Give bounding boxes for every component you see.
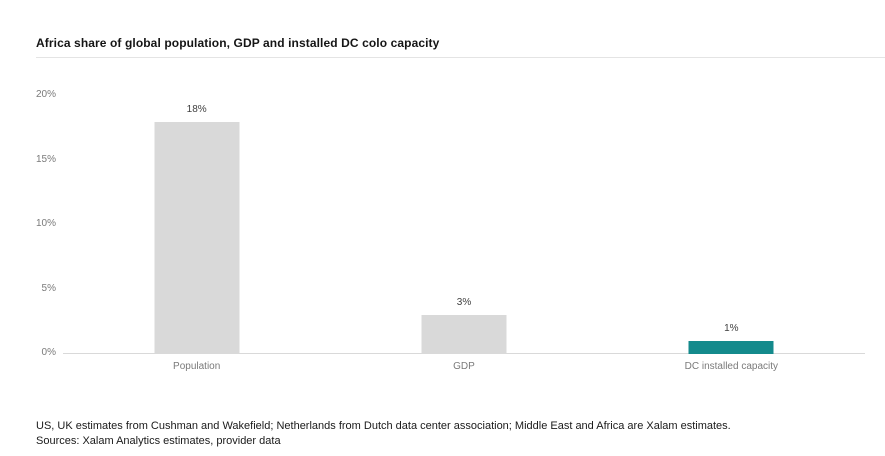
bar-gdp [421, 315, 507, 354]
source-note: US, UK estimates from Cushman and Wakefi… [36, 419, 731, 448]
source-note-line-2: Sources: Xalam Analytics estimates, prov… [36, 434, 281, 447]
bar-dc-installed-capacity [688, 341, 774, 354]
y-tick-label: 10% [35, 218, 56, 229]
bar-value-label: 1% [724, 323, 739, 335]
bar-value-label: 3% [456, 297, 472, 309]
x-category-label: GDP [453, 361, 475, 372]
bar-value-label: 18% [186, 103, 207, 115]
y-tick-label: 20% [35, 89, 56, 100]
x-category-label: DC installed capacity [684, 361, 778, 372]
y-tick-label: 0% [41, 347, 56, 358]
bar-population [154, 121, 240, 354]
title-divider [36, 57, 885, 58]
y-tick-label: 5% [41, 282, 56, 294]
x-category-label: Population [173, 361, 221, 372]
chart-title: Africa share of global population, GDP a… [36, 36, 440, 50]
source-note-line-1: US, UK estimates from Cushman and Wakefi… [36, 420, 731, 432]
bar-slot: 18% [63, 95, 330, 354]
bar-slot: 3% [330, 95, 597, 354]
y-tick-label: 15% [35, 153, 56, 165]
bar-slot: 1% [598, 95, 865, 354]
